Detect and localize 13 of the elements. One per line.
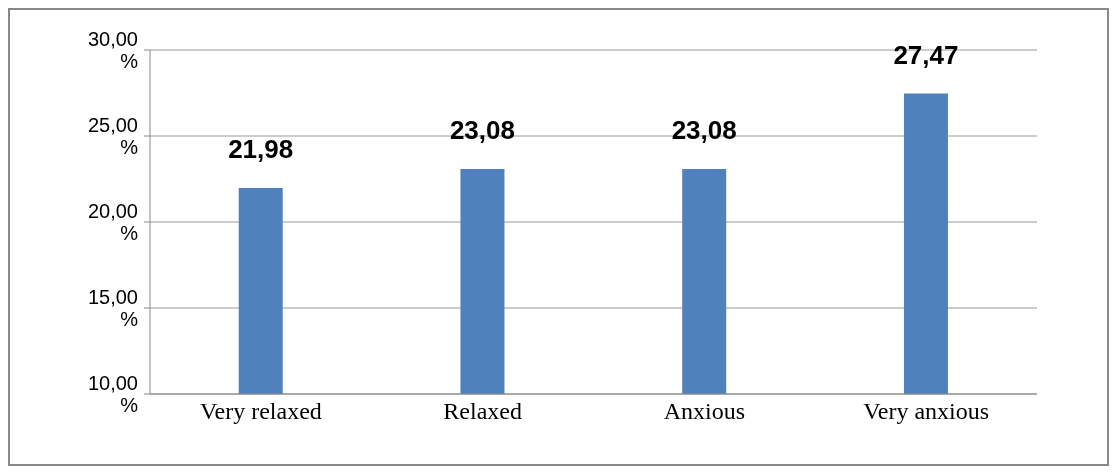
y-tick-label: 10,00 % (87, 372, 139, 416)
data-label: 23,08 (449, 115, 515, 146)
y-tick-label: 30,00 % (87, 28, 139, 72)
x-tick-label: Relaxed (443, 398, 522, 425)
y-tick-label: 25,00 % (87, 114, 139, 158)
y-tick-label: 20,00 % (87, 200, 139, 244)
data-label: 23,08 (671, 115, 737, 146)
x-tick-label: Very anxious (863, 398, 990, 425)
data-label: 21,98 (228, 133, 294, 164)
data-label: 27,47 (893, 39, 959, 70)
x-tick-label: Anxious (663, 398, 746, 425)
x-tick-label: Very relaxed (199, 398, 322, 425)
y-tick-label: 15,00 % (87, 286, 139, 330)
